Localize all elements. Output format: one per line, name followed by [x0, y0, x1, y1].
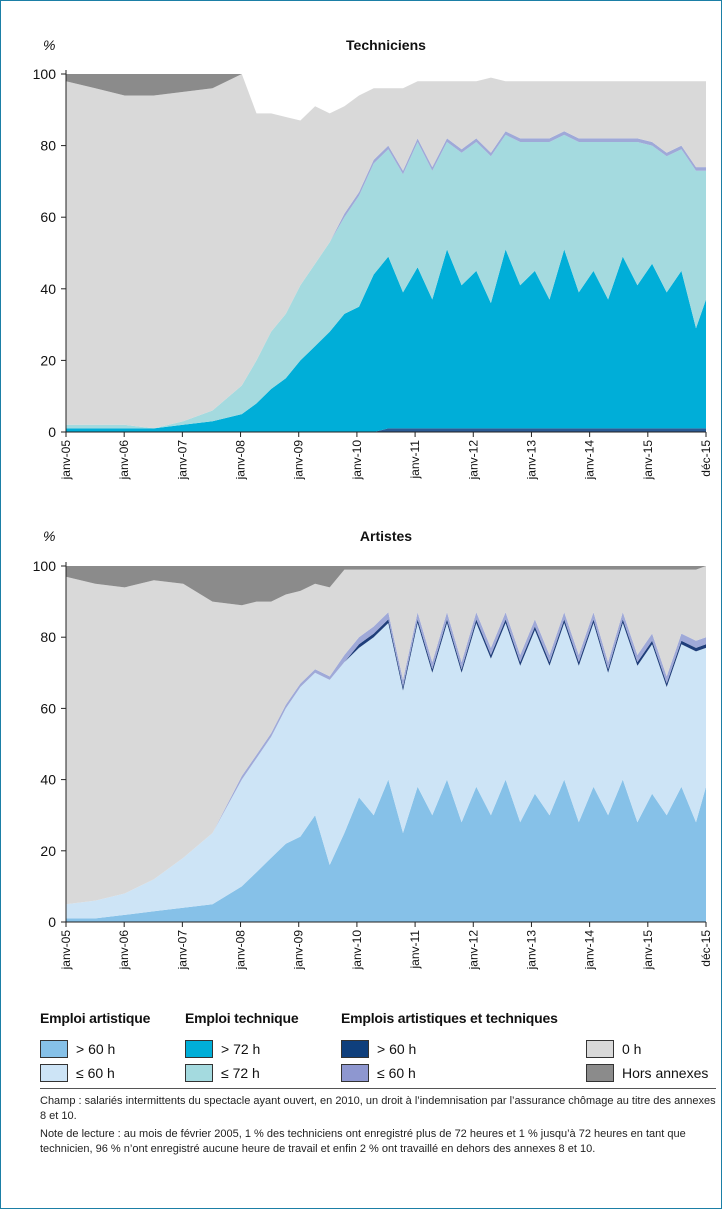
x-tick-label: janv-05 — [59, 440, 73, 481]
notes-divider — [40, 1088, 716, 1089]
y-tick-label: 20 — [40, 843, 56, 859]
x-tick-label: janv-08 — [234, 440, 248, 481]
x-tick-label: janv-07 — [175, 930, 189, 971]
y-tick-label: 80 — [40, 138, 56, 154]
x-tick-label: janv-07 — [175, 440, 189, 481]
x-tick-label: déc-15 — [699, 440, 713, 477]
area-series-0-4 — [66, 74, 706, 429]
note-champ: Champ : salariés intermittents du specta… — [40, 1095, 716, 1122]
y-axis-unit: % — [43, 528, 55, 544]
y-tick-label: 40 — [40, 281, 56, 297]
area-series-0-0 — [66, 428, 706, 432]
x-tick-label: janv-08 — [234, 930, 248, 971]
area-series-1-1 — [66, 623, 706, 919]
area-series-1-0 — [66, 779, 706, 922]
area-series-0-2 — [66, 134, 706, 429]
x-tick-label: janv-06 — [117, 930, 131, 971]
area-series-1-7 — [66, 566, 706, 606]
x-tick-label: janv-13 — [524, 440, 538, 481]
x-tick-label: déc-15 — [699, 930, 713, 967]
chart-title: Artistes — [360, 528, 412, 544]
x-tick-label: janv-15 — [641, 930, 655, 971]
x-tick-label: janv-14 — [583, 930, 597, 971]
y-tick-label: 20 — [40, 352, 56, 368]
area-series-0-5 — [66, 74, 706, 121]
y-tick-label: 60 — [40, 209, 56, 225]
x-tick-label: janv-14 — [583, 440, 597, 481]
x-tick-label: janv-13 — [524, 930, 538, 971]
x-tick-label: janv-06 — [117, 440, 131, 481]
x-tick-label: janv-09 — [292, 440, 306, 481]
area-series-1-6 — [66, 566, 706, 905]
area-series-0-1 — [66, 249, 706, 432]
y-tick-label: 60 — [40, 700, 56, 716]
x-tick-label: janv-05 — [59, 930, 73, 971]
notes: Champ : salariés intermittents du specta… — [40, 1094, 716, 1160]
y-tick-label: 40 — [40, 772, 56, 788]
x-tick-label: janv-12 — [466, 440, 480, 481]
x-tick-label: janv-09 — [292, 930, 306, 971]
y-tick-label: 0 — [48, 914, 56, 930]
y-tick-label: 80 — [40, 629, 56, 645]
chart-title: Techniciens — [346, 37, 426, 53]
x-tick-label: janv-12 — [466, 930, 480, 971]
x-tick-label: janv-10 — [350, 440, 364, 481]
y-tick-label: 100 — [33, 66, 57, 82]
x-tick-label: janv-11 — [408, 930, 422, 970]
y-tick-label: 0 — [48, 424, 56, 440]
x-tick-label: janv-11 — [408, 440, 422, 480]
x-tick-label: janv-10 — [350, 930, 364, 971]
x-tick-label: janv-15 — [641, 440, 655, 481]
note-lecture: Note de lecture : au mois de février 200… — [40, 1128, 686, 1155]
y-axis-unit: % — [43, 37, 55, 53]
y-tick-label: 100 — [33, 558, 57, 574]
